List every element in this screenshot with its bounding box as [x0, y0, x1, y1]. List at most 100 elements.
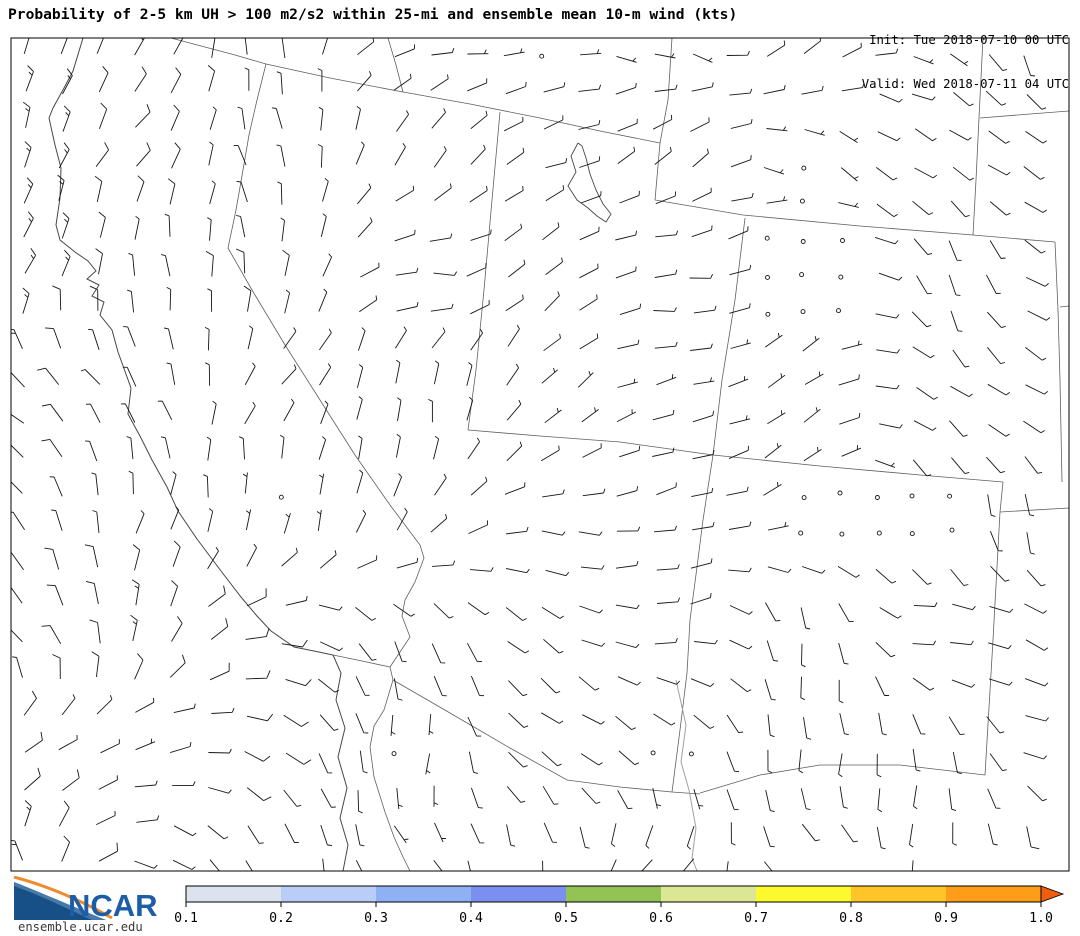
wind-barb — [281, 38, 286, 59]
wind-barb — [127, 289, 135, 313]
wind-barb — [211, 38, 216, 58]
wind-barb — [578, 531, 603, 536]
wind-barb — [541, 367, 559, 384]
wind-barb — [318, 678, 340, 693]
wind-barb — [61, 212, 70, 239]
wind-barb — [207, 288, 213, 312]
wind-barb — [89, 619, 101, 644]
colorbar-label: 0.8 — [839, 911, 863, 926]
wind-barb — [318, 288, 328, 312]
wind-barb — [691, 82, 714, 92]
wind-barb — [540, 445, 560, 462]
wind-barb — [319, 363, 332, 386]
wind-barb — [246, 588, 267, 607]
wind-barb — [657, 597, 681, 604]
colorbar-label: 0.5 — [554, 911, 578, 926]
wind-barb — [839, 786, 848, 809]
wind-barb — [396, 507, 408, 531]
ncar-logo-icon: NCAR — [13, 875, 158, 923]
wind-barb — [726, 486, 749, 496]
wind-barb — [692, 522, 715, 531]
wind-barb — [765, 790, 775, 813]
wind-barb — [654, 53, 676, 59]
wind-barb — [23, 690, 37, 716]
wind-barb — [12, 656, 23, 678]
wind-barb — [767, 373, 786, 389]
wind-barb — [357, 38, 375, 56]
wind-barb — [916, 387, 938, 400]
wind-barb — [433, 603, 454, 619]
wind-barb — [875, 569, 897, 584]
wind-barb — [236, 180, 248, 203]
wind-barb — [987, 823, 998, 846]
wind-barb — [654, 84, 678, 92]
wind-barb — [841, 824, 858, 843]
wind-barb — [1023, 55, 1036, 77]
wind-barb — [990, 565, 1010, 582]
wind-barb — [986, 456, 1005, 474]
wind-barb — [690, 678, 715, 688]
wind-barb — [246, 543, 257, 567]
wind-barb — [244, 67, 250, 91]
wind-barb — [235, 248, 246, 274]
colorbar-segment — [186, 886, 281, 902]
wind-barb — [320, 213, 327, 238]
wind-barb — [656, 482, 677, 496]
wind-barb — [322, 38, 329, 55]
wind-barb — [271, 107, 283, 129]
calm-circle — [840, 238, 845, 243]
calm-circle — [836, 308, 841, 314]
wind-barb — [51, 509, 63, 531]
wind-barb — [390, 714, 396, 736]
wind-barb — [208, 585, 226, 607]
wind-barb — [470, 229, 492, 241]
wind-barb — [545, 158, 568, 169]
wind-barb — [22, 287, 30, 314]
wind-barb — [842, 42, 862, 58]
wind-barb — [61, 694, 76, 716]
wind-barb — [541, 607, 564, 619]
wind-barb — [1025, 384, 1049, 395]
border-wyoming-west — [654, 38, 673, 201]
run-time-info: Init: Tue 2018-07-10 00 UTC Valid: Wed 2… — [862, 4, 1069, 120]
wind-barb — [172, 859, 196, 870]
wind-barb — [135, 104, 151, 128]
wind-barb — [318, 604, 343, 611]
wind-barb — [62, 68, 73, 95]
wind-barb — [135, 697, 155, 713]
wind-barb — [952, 751, 962, 775]
colorbar-segment — [851, 886, 946, 902]
wind-barb — [615, 715, 636, 731]
wind-barb — [281, 364, 297, 385]
wind-barb — [652, 409, 675, 421]
wind-barb — [988, 130, 1010, 144]
wind-barb — [467, 49, 489, 55]
wind-barb — [58, 800, 70, 827]
wind-barb — [912, 459, 932, 477]
wind-barb — [690, 558, 713, 569]
calm-circle — [391, 751, 397, 757]
wind-barb — [728, 567, 752, 573]
wind-barb — [41, 438, 63, 457]
wind-barb — [320, 400, 329, 424]
wind-barb — [135, 738, 156, 751]
wind-barb — [431, 643, 446, 664]
wind-barb — [652, 447, 675, 457]
wind-barb — [726, 751, 740, 773]
wind-barb — [543, 82, 566, 93]
wind-barb — [730, 155, 752, 168]
wind-barb — [281, 639, 308, 648]
wind-barb — [357, 217, 373, 238]
wind-barb — [24, 731, 43, 753]
wind-barb — [803, 447, 822, 462]
wind-barb — [358, 435, 363, 460]
wind-barb — [505, 607, 527, 621]
wind-barb — [1026, 532, 1035, 555]
wind-barb — [582, 443, 602, 458]
wind-barb — [579, 263, 599, 279]
wind-barb — [913, 420, 937, 431]
wind-barb — [801, 643, 806, 668]
wind-barb — [763, 861, 773, 871]
wind-barb — [508, 259, 526, 278]
wind-barb — [11, 481, 23, 494]
